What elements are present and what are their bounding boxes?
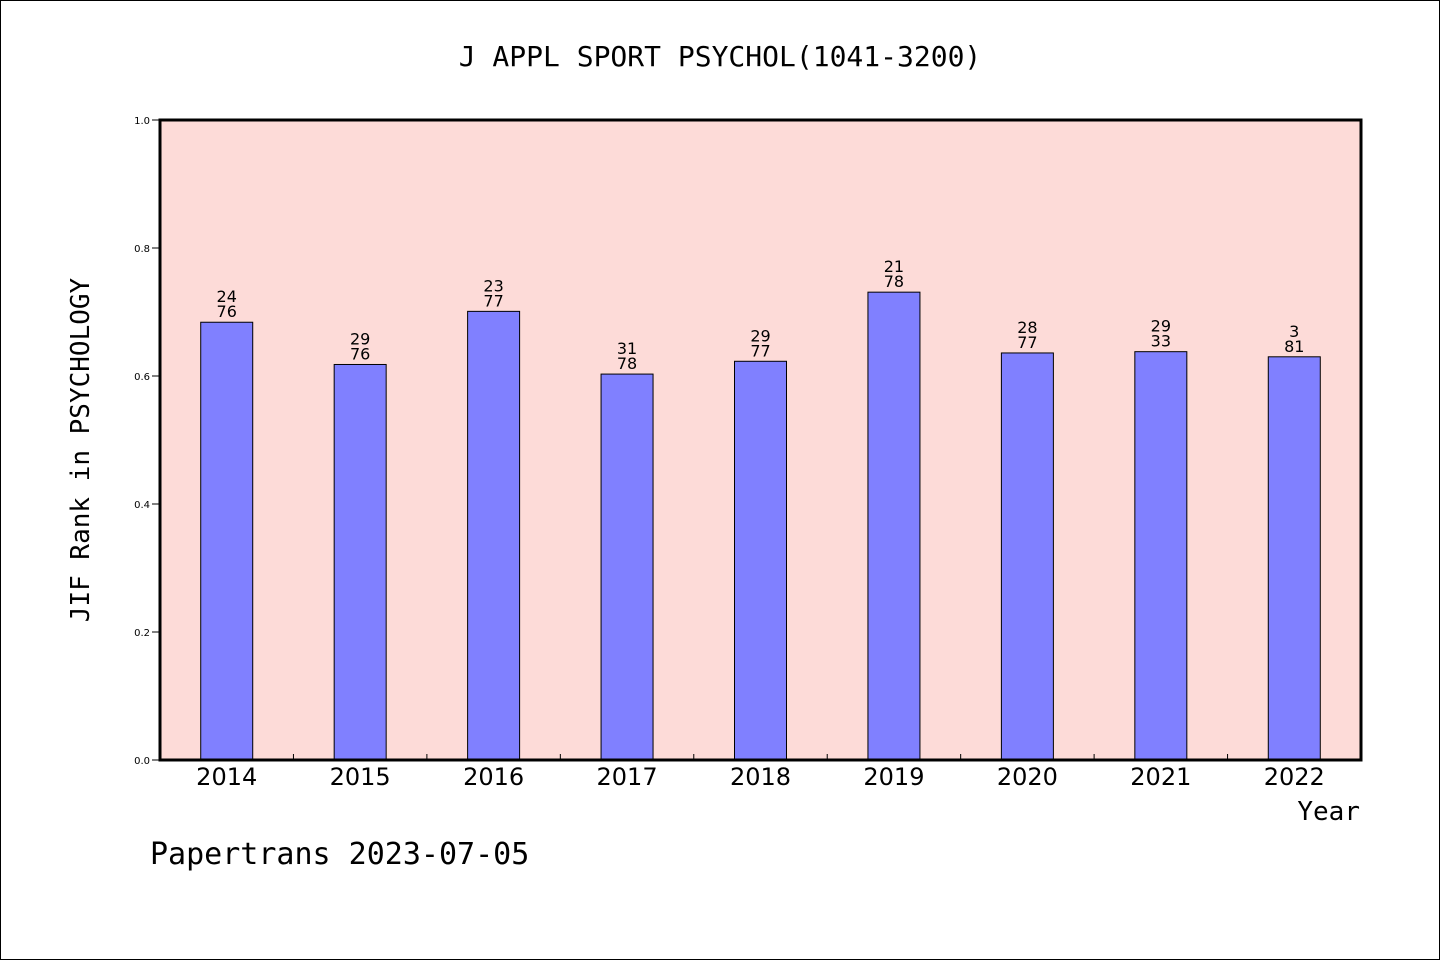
y-tick-label: 0.0 (134, 756, 150, 767)
y-tick-label: 0.4 (134, 500, 150, 511)
bar (1134, 351, 1188, 761)
bar-label-rank: 28 (1017, 318, 1037, 337)
bar-label-rank: 31 (617, 339, 637, 358)
bar (867, 291, 921, 761)
bars (200, 291, 1321, 761)
x-tick-label: 2014 (196, 763, 257, 791)
y-tick-label: 0.6 (134, 372, 150, 383)
x-axis-title: Year (1297, 797, 1360, 827)
bar (1000, 352, 1054, 761)
plot-border (158, 118, 1363, 762)
bar-label-rank: 24 (217, 287, 237, 306)
bar (467, 310, 521, 761)
y-axis-title: JIF Rank in PSYCHOLOGY (66, 277, 96, 622)
y-axis-ticks: 0.0 0.2 0.4 0.6 0.8 1.0 (134, 116, 160, 767)
x-tick-label: 2021 (1130, 763, 1191, 791)
bar-label-total: 77 (1017, 333, 1037, 352)
y-tick-label: 0.2 (134, 628, 150, 639)
bar-label-rank: 29 (750, 326, 770, 345)
chart-title: J APPL SPORT PSYCHOL(1041-3200) (459, 40, 982, 73)
x-tick-label: 2020 (997, 763, 1058, 791)
bar-label-total: 76 (217, 302, 237, 321)
x-tick-label: 2022 (1264, 763, 1325, 791)
bar-label-total: 77 (483, 291, 503, 310)
y-tick-label: 0.8 (134, 244, 150, 255)
bar-label-rank: 23 (483, 276, 503, 295)
bar-label-rank: 29 (1151, 317, 1171, 336)
bar (200, 321, 254, 761)
bar (600, 373, 654, 761)
x-tick-label: 2018 (730, 763, 791, 791)
bar-label-rank: 29 (350, 329, 370, 348)
bar-label-total: 33 (1151, 332, 1171, 351)
x-tick-label: 2017 (597, 763, 658, 791)
bar (1267, 356, 1321, 761)
x-axis-ticks: 2014 2015 2016 2017 2018 2019 2020 2021 2022 (196, 754, 1325, 791)
bar-label-rank: 21 (884, 257, 904, 276)
x-tick-label: 2019 (863, 763, 924, 791)
x-tick-label: 2016 (463, 763, 524, 791)
bar-label-total: 78 (884, 272, 904, 291)
bar-label-rank: 3 (1289, 322, 1299, 341)
bar (333, 363, 387, 761)
bar (734, 360, 787, 761)
y-tick-label: 1.0 (134, 116, 150, 127)
bar-label-total: 76 (350, 344, 370, 363)
bar-label-total: 81 (1284, 337, 1304, 356)
x-tick-label: 2015 (330, 763, 391, 791)
footer-text: Papertrans 2023-07-05 (150, 837, 529, 872)
bar-label-total: 77 (750, 341, 770, 360)
bar-label-total: 78 (617, 354, 637, 373)
